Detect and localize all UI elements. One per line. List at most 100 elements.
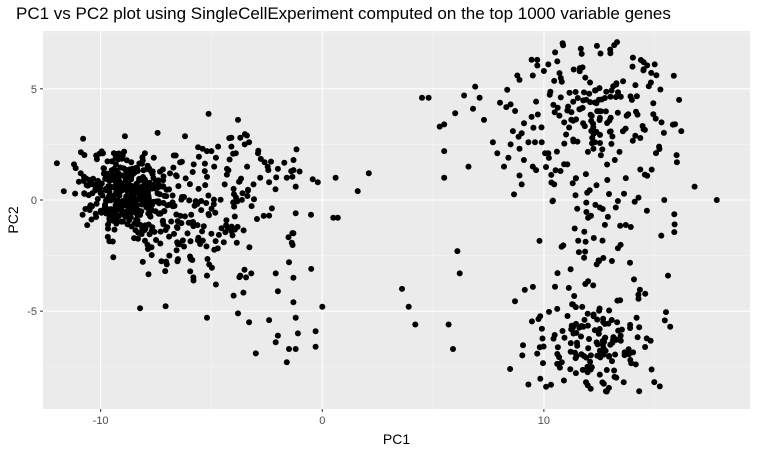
data-point xyxy=(529,163,536,170)
data-point xyxy=(121,184,128,191)
data-point xyxy=(272,270,279,277)
data-point xyxy=(204,148,210,155)
data-point xyxy=(251,196,257,203)
data-point xyxy=(569,180,576,187)
data-point xyxy=(80,177,87,184)
data-point xyxy=(75,178,82,185)
data-point xyxy=(173,224,180,230)
data-point xyxy=(585,278,592,285)
data-point xyxy=(584,310,591,317)
data-point xyxy=(595,96,602,103)
data-point xyxy=(593,182,600,189)
data-point xyxy=(173,247,180,254)
data-point xyxy=(559,328,566,334)
data-point xyxy=(643,207,650,214)
data-point xyxy=(204,256,211,262)
data-point xyxy=(175,256,181,263)
data-point xyxy=(556,112,563,119)
data-point xyxy=(583,379,589,386)
data-point xyxy=(658,232,665,239)
data-point xyxy=(290,230,297,237)
data-point xyxy=(552,283,558,290)
x-axis: -10 0 10 xyxy=(93,409,550,427)
data-point xyxy=(476,94,483,101)
data-point xyxy=(160,177,167,184)
data-point xyxy=(202,182,209,189)
data-point xyxy=(224,165,230,172)
data-point xyxy=(123,175,130,182)
data-point xyxy=(230,185,237,192)
data-point xyxy=(639,123,646,129)
x-tick-label: 10 xyxy=(538,415,550,427)
data-point xyxy=(137,305,144,312)
data-point xyxy=(174,241,181,248)
data-point xyxy=(148,252,155,258)
data-point xyxy=(110,254,117,261)
data-point xyxy=(507,366,514,372)
data-point xyxy=(620,78,627,85)
x-tick-label: -10 xyxy=(93,415,109,427)
data-point xyxy=(663,309,669,316)
data-point xyxy=(288,168,295,175)
data-point xyxy=(123,157,130,164)
data-point xyxy=(566,124,573,131)
data-point xyxy=(228,143,235,150)
data-point xyxy=(86,177,93,183)
data-point xyxy=(575,249,582,256)
data-point xyxy=(596,204,603,211)
data-point xyxy=(578,351,585,358)
data-point xyxy=(614,198,621,204)
data-point xyxy=(145,221,152,228)
data-point xyxy=(631,276,637,283)
data-point xyxy=(157,240,164,247)
data-point xyxy=(650,100,657,107)
data-point xyxy=(173,211,180,218)
data-point xyxy=(567,366,574,373)
data-point xyxy=(525,139,532,146)
data-point xyxy=(204,314,210,321)
data-point xyxy=(648,366,655,373)
data-point xyxy=(162,268,169,275)
data-point xyxy=(456,270,463,277)
data-point xyxy=(205,110,212,117)
data-point xyxy=(525,381,532,388)
data-point xyxy=(153,237,159,243)
data-point xyxy=(81,190,88,197)
data-point xyxy=(603,88,610,95)
data-point xyxy=(99,150,106,157)
data-point xyxy=(511,191,517,198)
data-point xyxy=(354,188,361,195)
data-point xyxy=(590,145,597,152)
data-point xyxy=(399,285,405,292)
data-point xyxy=(587,358,594,365)
data-point xyxy=(565,103,572,110)
data-point xyxy=(102,201,108,208)
data-point xyxy=(671,229,678,236)
data-point xyxy=(596,371,603,378)
data-point xyxy=(574,95,581,101)
data-point xyxy=(568,116,575,123)
data-point xyxy=(312,328,319,335)
data-point xyxy=(88,216,95,223)
data-point xyxy=(205,211,212,217)
data-point xyxy=(632,132,639,139)
data-point xyxy=(581,316,588,323)
data-point xyxy=(160,221,167,228)
data-point xyxy=(596,85,603,92)
data-point xyxy=(161,208,168,215)
data-point xyxy=(543,164,549,170)
data-point xyxy=(596,117,603,123)
data-point xyxy=(237,134,244,141)
data-point xyxy=(134,168,141,174)
data-point xyxy=(205,192,212,199)
data-point xyxy=(260,212,267,219)
data-point xyxy=(561,161,568,168)
data-point xyxy=(614,297,621,304)
data-point xyxy=(489,139,496,146)
data-point xyxy=(579,303,586,310)
data-point xyxy=(233,239,240,246)
data-point xyxy=(232,150,239,157)
data-point xyxy=(558,359,565,366)
data-point xyxy=(114,197,121,204)
data-point xyxy=(585,345,592,352)
